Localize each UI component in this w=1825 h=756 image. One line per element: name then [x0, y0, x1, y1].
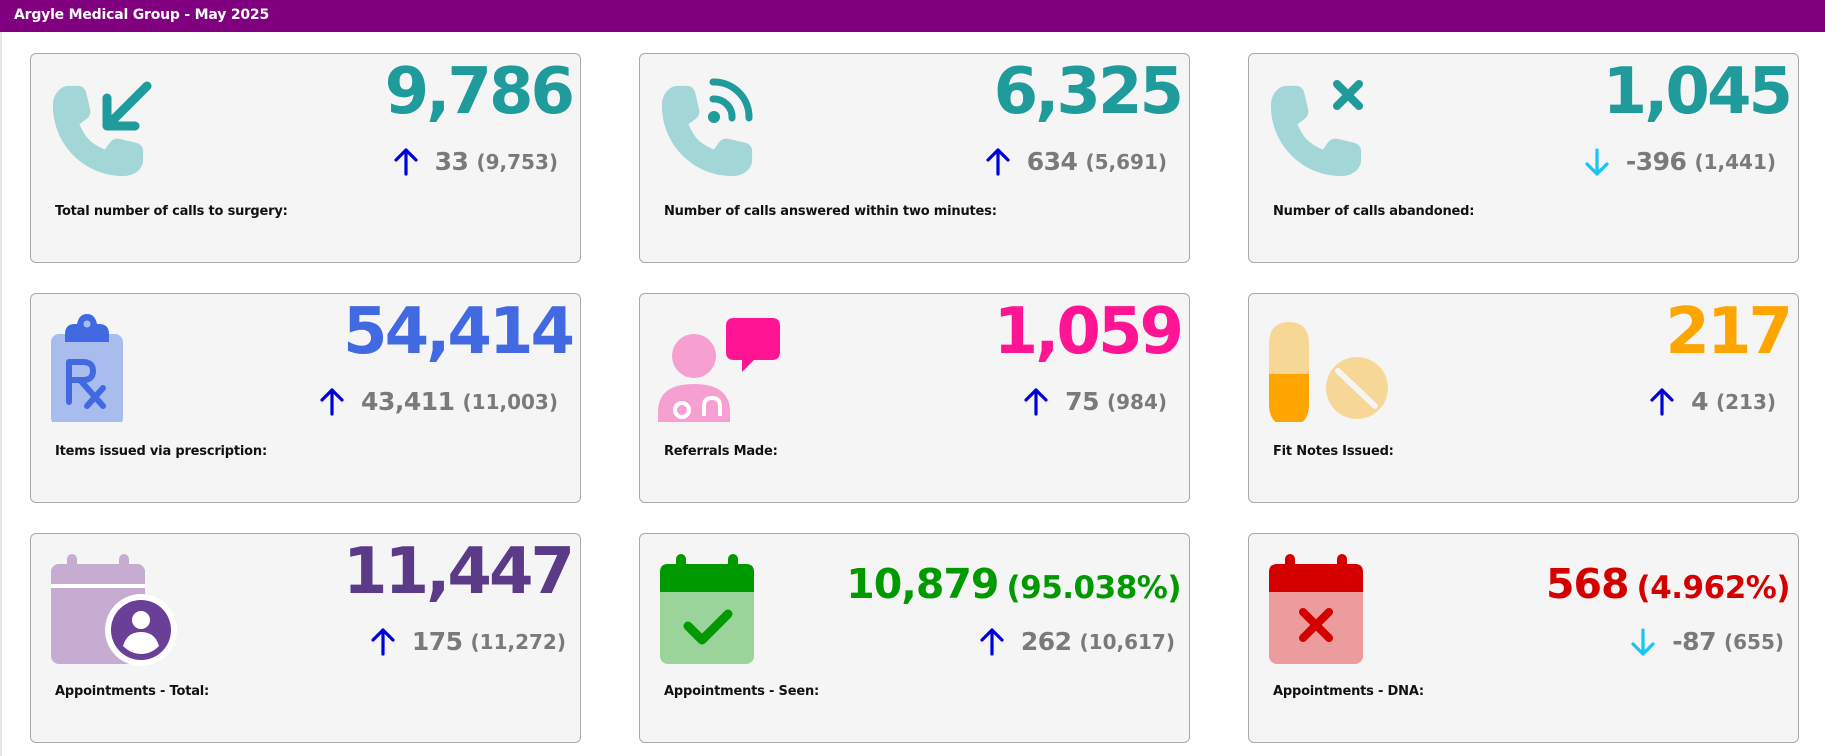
kpi-value: 10,879 (95.038%): [846, 560, 1181, 608]
kpi-value: 11,447: [343, 535, 575, 609]
trend-up-icon: [1023, 388, 1049, 416]
header-bar: Argyle Medical Group - May 2025: [0, 0, 1825, 32]
kpi-previous: (5,691): [1085, 149, 1167, 174]
trend-up-icon: [985, 148, 1011, 176]
kpi-value: 568 (4.962%): [1545, 560, 1791, 608]
kpi-previous: (11,272): [470, 629, 566, 654]
kpi-trend: -87 (655): [1630, 627, 1784, 656]
calendar-user-icon: [49, 552, 177, 668]
phone-answered-icon: [658, 72, 786, 188]
pills-icon: [1267, 312, 1395, 428]
calendar-cross-icon: [1267, 552, 1395, 668]
kpi-delta: 634: [1026, 147, 1078, 176]
kpi-previous: (1,441): [1694, 149, 1776, 174]
kpi-trend: 75 (984): [1023, 387, 1167, 416]
kpi-value: 6,325: [993, 55, 1184, 129]
kpi-delta: 33: [434, 147, 469, 176]
trend-down-icon: [1630, 628, 1656, 656]
kpi-value: 217: [1665, 295, 1793, 369]
kpi-delta: -87: [1672, 627, 1716, 656]
calendar-check-icon: [658, 552, 786, 668]
kpi-label: Fit Notes Issued:: [1273, 444, 1394, 459]
kpi-label: Items issued via prescription:: [55, 444, 267, 459]
kpi-delta: 4: [1691, 387, 1708, 416]
kpi-value: 1,059: [993, 295, 1184, 369]
kpi-percent: (4.962%): [1636, 570, 1791, 606]
kpi-trend: 43,411 (11,003): [319, 387, 558, 416]
kpi-value: 54,414: [343, 295, 575, 369]
kpi-trend: -396 (1,441): [1584, 147, 1776, 176]
trend-up-icon: [319, 388, 345, 416]
trend-up-icon: [979, 628, 1005, 656]
kpi-label: Number of calls abandoned:: [1273, 204, 1475, 219]
kpi-trend: 634 (5,691): [985, 147, 1167, 176]
kpi-delta: 43,411: [361, 387, 455, 416]
kpi-delta: 262: [1020, 627, 1072, 656]
kpi-trend: 4 (213): [1649, 387, 1776, 416]
kpi-label: Total number of calls to surgery:: [55, 204, 288, 219]
kpi-delta: 75: [1065, 387, 1099, 416]
phone-incoming-icon: [49, 72, 177, 188]
kpi-trend: 33 (9,753): [393, 147, 558, 176]
kpi-percent: (95.038%): [1006, 570, 1181, 606]
kpi-card-appointments-seen: 10,879 (95.038%) 262 (10,617) Appointment…: [639, 533, 1190, 743]
kpi-previous: (11,003): [462, 389, 558, 414]
kpi-trend: 175 (11,272): [370, 627, 566, 656]
kpi-previous: (10,617): [1079, 629, 1175, 654]
kpi-card-calls-answered: 6,325 634 (5,691) Number of calls answer…: [639, 53, 1190, 263]
kpi-card-appointments-dna: 568 (4.962%) -87 (655) Appointments - DNA…: [1248, 533, 1799, 743]
kpi-label: Number of calls answered within two minu…: [664, 204, 997, 219]
kpi-previous: (9,753): [476, 149, 558, 174]
kpi-value: 9,786: [384, 55, 575, 129]
kpi-label: Appointments - Seen:: [664, 684, 819, 699]
kpi-card-total-calls: 9,786 33 (9,753) Total number of calls t…: [30, 53, 581, 263]
trend-down-icon: [1584, 148, 1610, 176]
doctor-referral-icon: [658, 312, 786, 428]
kpi-trend: 262 (10,617): [979, 627, 1175, 656]
kpi-label: Appointments - DNA:: [1273, 684, 1424, 699]
kpi-delta: -396: [1625, 147, 1687, 176]
kpi-card-calls-abandoned: 1,045 -396 (1,441) Number of calls aband…: [1248, 53, 1799, 263]
kpi-previous: (213): [1715, 389, 1776, 414]
trend-up-icon: [370, 628, 396, 656]
kpi-previous: (655): [1723, 629, 1784, 654]
trend-up-icon: [393, 148, 419, 176]
kpi-label: Appointments - Total:: [55, 684, 210, 699]
kpi-value: 1,045: [1602, 55, 1793, 129]
trend-up-icon: [1649, 388, 1675, 416]
phone-missed-icon: [1267, 72, 1395, 188]
kpi-card-referrals: 1,059 75 (984) Referrals Made:: [639, 293, 1190, 503]
kpi-previous: (984): [1106, 389, 1167, 414]
kpi-card-fit-notes: 217 4 (213) Fit Notes Issued:: [1248, 293, 1799, 503]
prescription-clipboard-icon: [49, 312, 177, 428]
kpi-label: Referrals Made:: [664, 444, 778, 459]
left-border: [0, 32, 2, 756]
kpi-card-prescription-items: 54,414 43,411 (11,003) Items issued via …: [30, 293, 581, 503]
kpi-card-appointments-total: 11,447 175 (11,272) Appointments - Total…: [30, 533, 581, 743]
kpi-delta: 175: [411, 627, 463, 656]
page-title: Argyle Medical Group - May 2025: [14, 7, 269, 23]
